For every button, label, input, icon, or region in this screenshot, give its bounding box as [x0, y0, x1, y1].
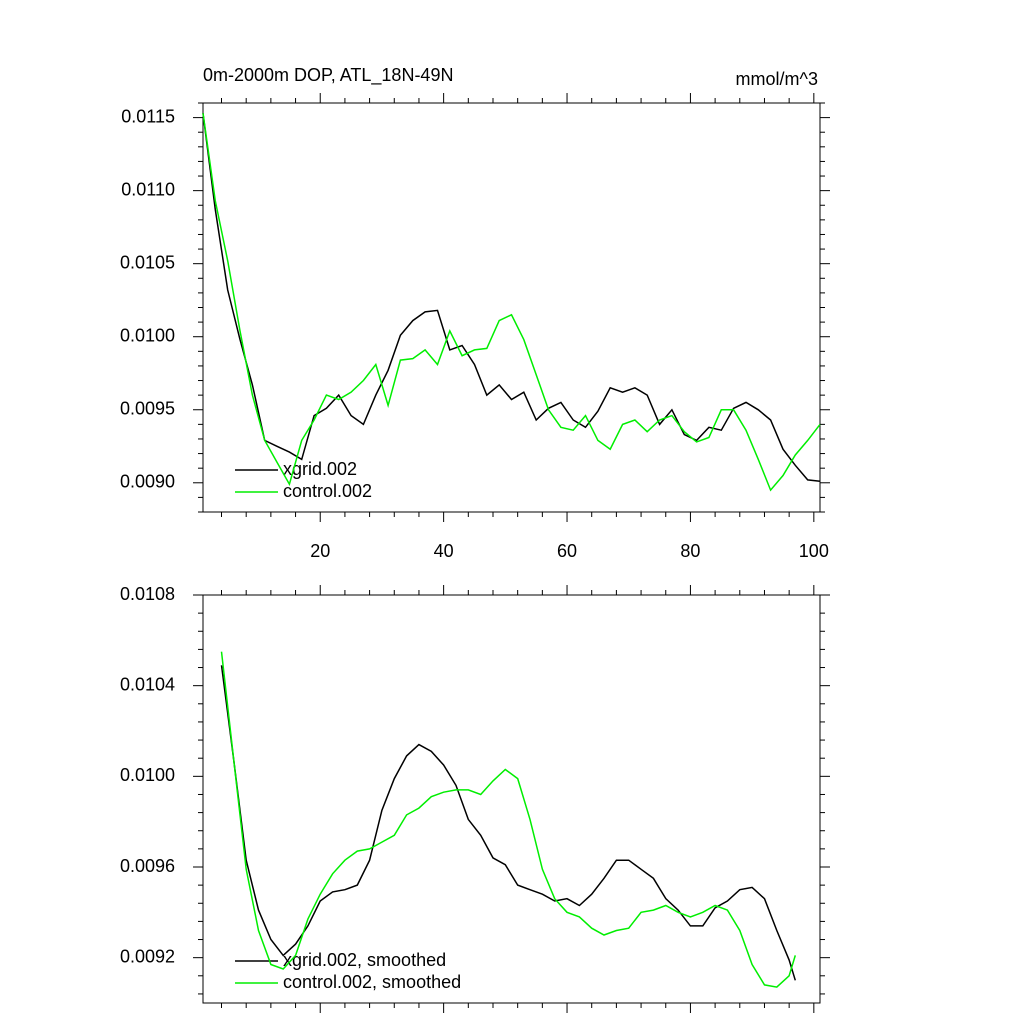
legend-label: control.002, smoothed [283, 972, 461, 992]
y-tick-label: 0.0096 [120, 856, 175, 876]
x-tick-label: 20 [310, 541, 330, 561]
plot-frame [202, 594, 821, 1004]
x-tick-label: 60 [557, 541, 577, 561]
y-tick-label: 0.0104 [120, 674, 175, 694]
y-tick-label: 0.0110 [121, 179, 175, 199]
y-tick-label: 0.0092 [120, 946, 175, 966]
y-tick-label: 0.0100 [120, 325, 175, 345]
y-tick-label: 0.0105 [120, 252, 175, 272]
y-tick-label: 0.0090 [120, 472, 175, 492]
y-tick-label: 0.0100 [120, 765, 175, 785]
chart-title: 0m-2000m DOP, ATL_18N-49N [203, 65, 453, 86]
series-line [202, 113, 821, 483]
legend-label: xgrid.002, smoothed [283, 950, 446, 970]
series-line [202, 113, 821, 492]
legend-label: control.002 [283, 481, 372, 501]
series-line [220, 665, 797, 981]
legend-label: xgrid.002 [283, 459, 357, 479]
y-tick-label: 0.0108 [120, 584, 175, 604]
units-label: mmol/m^3 [736, 69, 818, 89]
x-tick-label: 100 [799, 541, 829, 561]
y-tick-label: 0.0095 [120, 399, 175, 419]
x-tick-label: 80 [680, 541, 700, 561]
plot-frame [202, 102, 821, 513]
x-tick-label: 40 [434, 541, 454, 561]
series-line [220, 651, 797, 988]
y-tick-label: 0.0115 [121, 106, 175, 126]
